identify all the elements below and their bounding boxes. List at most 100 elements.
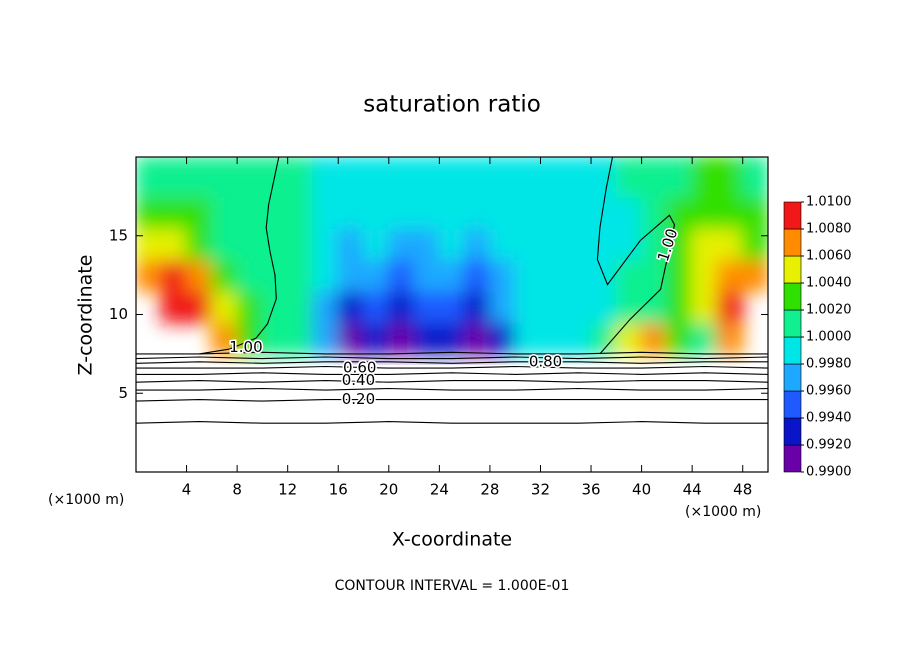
field-cell <box>387 321 416 355</box>
field-cell <box>438 226 466 261</box>
x-tick-label: 44 <box>683 481 702 499</box>
colorbar-label: 0.9920 <box>806 438 852 453</box>
field-cell <box>387 258 416 292</box>
colorbar-swatch <box>783 390 802 419</box>
field-cell <box>665 258 694 292</box>
colorbar-swatch <box>783 255 802 284</box>
field-cell <box>236 258 264 292</box>
field-cell <box>160 289 188 324</box>
field-cell <box>590 226 618 261</box>
field-cell <box>514 321 542 355</box>
field-cell <box>615 195 643 229</box>
field-cell <box>514 157 542 198</box>
colorbar-label: 1.0100 <box>806 195 852 210</box>
field-cell <box>438 321 466 355</box>
field-cell <box>337 195 365 229</box>
x-unit: (×1000 m) <box>685 504 761 520</box>
field-cell <box>716 289 744 324</box>
colorbar-swatch <box>783 336 802 365</box>
field-cell <box>261 226 289 261</box>
colorbar-swatch <box>783 228 802 257</box>
x-tick-label: 48 <box>733 481 752 499</box>
contour-label: 0.40 <box>342 371 375 389</box>
field-cell <box>615 157 643 198</box>
field-cell <box>665 157 694 198</box>
contour-line <box>596 157 676 355</box>
field-cell <box>640 321 668 355</box>
field-cell <box>261 289 289 324</box>
field-cell <box>413 258 441 292</box>
y-axis-label: Z-coordinate <box>75 255 97 376</box>
field-cell <box>261 195 289 229</box>
field-cell <box>311 226 340 261</box>
contour-label: 0.20 <box>342 390 375 408</box>
field-cell <box>514 195 542 229</box>
field-cells <box>136 157 768 355</box>
field-cell <box>438 195 466 229</box>
x-tick-label: 40 <box>632 481 651 499</box>
field-cell <box>716 195 744 229</box>
field-cell <box>413 289 441 324</box>
field-cell <box>716 157 744 198</box>
field-cell <box>362 321 390 355</box>
field-cell <box>210 258 239 292</box>
field-cell <box>564 195 593 229</box>
contour-label: 1.00 <box>229 338 262 356</box>
colorbar-label: 1.0040 <box>806 276 852 291</box>
field-cell <box>311 321 340 355</box>
field-cell <box>665 289 694 324</box>
field-cell <box>590 157 618 198</box>
colorbar-label: 0.9940 <box>806 411 852 426</box>
colorbar-label: 0.9960 <box>806 384 852 399</box>
field-cell <box>564 321 593 355</box>
x-tick-label: 24 <box>430 481 449 499</box>
field-cell <box>160 226 188 261</box>
field-cell <box>615 258 643 292</box>
field-cell <box>488 195 517 229</box>
field-cell <box>337 289 365 324</box>
field-cell <box>236 157 264 198</box>
field-cell <box>210 321 239 355</box>
field-cell <box>539 157 567 198</box>
field-cell <box>413 321 441 355</box>
field-cell <box>236 321 264 355</box>
field-cell <box>236 289 264 324</box>
field-cell <box>564 289 593 324</box>
contour-line <box>199 157 280 355</box>
field-cell <box>741 157 768 198</box>
field-cell <box>311 258 340 292</box>
field-cell <box>463 289 491 324</box>
field-cell <box>514 258 542 292</box>
field-cell <box>488 289 517 324</box>
contour-line <box>136 399 768 402</box>
x-tick-label: 32 <box>531 481 550 499</box>
field-cell <box>716 258 744 292</box>
field-cell <box>236 195 264 229</box>
contour-line <box>136 351 768 355</box>
field-cell <box>463 195 491 229</box>
field-cell <box>362 289 390 324</box>
field-cell <box>438 258 466 292</box>
field-cell <box>539 289 567 324</box>
field-cell <box>691 195 719 229</box>
field-cell <box>337 321 365 355</box>
y-tick-label: 5 <box>118 384 128 402</box>
colorbar-label: 1.0020 <box>806 303 852 318</box>
field-cell <box>185 258 213 292</box>
field-cell <box>136 226 163 261</box>
field-cell <box>716 321 744 355</box>
field-cell <box>463 157 491 198</box>
field-cell <box>741 226 768 261</box>
field-cell <box>311 157 340 198</box>
field-cell <box>236 226 264 261</box>
field <box>136 157 768 355</box>
contour-line <box>136 380 768 383</box>
field-cell <box>210 195 239 229</box>
colorbar-swatch <box>783 309 802 338</box>
contour-label: 0.60 <box>343 359 376 377</box>
colorbar-label: 1.0060 <box>806 249 852 264</box>
field-cell <box>387 195 416 229</box>
field-cell <box>286 289 314 324</box>
field-cell <box>337 157 365 198</box>
